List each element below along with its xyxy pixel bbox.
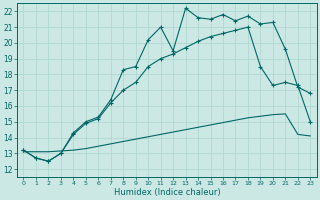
X-axis label: Humidex (Indice chaleur): Humidex (Indice chaleur): [114, 188, 220, 197]
